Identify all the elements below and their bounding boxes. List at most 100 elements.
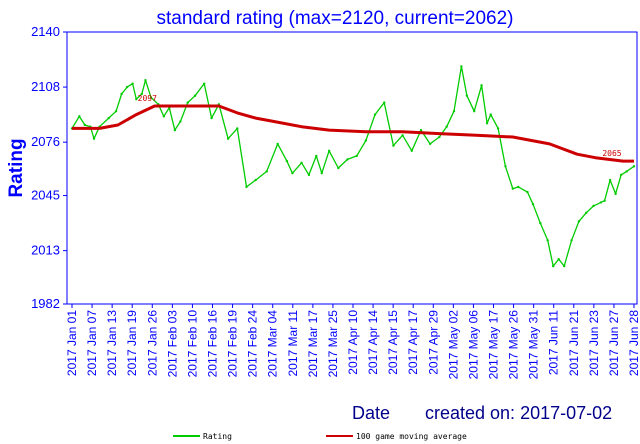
y-tick-label: 2076 — [31, 134, 60, 149]
x-tick-label: 2017 Jan 13 — [105, 310, 119, 376]
legend: Rating 100 game moving average — [173, 432, 467, 441]
x-tick-label: 2017 Apr 29 — [426, 310, 440, 375]
rating-point — [485, 122, 489, 125]
rating-point — [465, 94, 469, 97]
y-tick-label: 2045 — [31, 188, 60, 203]
rating-point — [179, 120, 182, 123]
x-tick-label: 2017 Feb 16 — [206, 310, 220, 378]
value-annotation: 2065 — [602, 149, 621, 158]
rating-point — [315, 154, 318, 158]
x-tick-label: 2017 Feb 03 — [165, 310, 179, 378]
rating-point — [327, 149, 331, 152]
rating-point — [504, 165, 507, 168]
rating-point — [452, 109, 456, 113]
rating-point — [131, 82, 134, 85]
rating-point — [619, 173, 623, 177]
rating-point — [570, 239, 573, 242]
x-tick-label: 2017 Apr 17 — [406, 310, 420, 375]
annotation-layer: 2097 2065 — [138, 94, 622, 158]
x-tick-label: 2017 May 17 — [487, 310, 501, 380]
y-tick-label: 2140 — [31, 24, 60, 39]
rating-point — [445, 125, 448, 128]
rating-point — [373, 113, 377, 116]
rating-point — [236, 127, 239, 130]
rating-point — [383, 101, 386, 104]
x-tick-label: 2017 Jun 21 — [567, 310, 581, 376]
rating-point — [291, 171, 294, 175]
x-tick-label: 2017 May 26 — [507, 310, 521, 380]
y-tick-label: 1982 — [31, 296, 60, 311]
rating-point — [135, 97, 138, 101]
x-axis-label: Date — [352, 403, 390, 423]
x-tick-label: 2017 Apr 10 — [346, 310, 360, 375]
rating-point — [585, 211, 588, 214]
legend-average-label: 100 game moving average — [356, 432, 467, 441]
rating-point — [438, 135, 441, 139]
rating-point — [210, 116, 213, 120]
rating-point — [144, 79, 147, 82]
rating-point — [203, 82, 206, 85]
rating-series-line — [71, 65, 635, 267]
x-tick-label: 2017 Jun 28 — [627, 310, 640, 376]
x-tick-label: 2017 May 02 — [446, 310, 460, 380]
rating-point — [557, 258, 560, 261]
chart-title: standard rating (max=2120, current=2062) — [157, 8, 514, 29]
rating-point — [149, 96, 153, 99]
rating-point — [300, 161, 303, 165]
rating-point — [92, 137, 96, 140]
rating-point — [551, 264, 555, 268]
rating-point — [632, 165, 636, 168]
created-date: created on: 2017-07-02 — [425, 403, 612, 423]
rating-point — [526, 190, 529, 194]
rating-point — [307, 173, 311, 177]
rating-point — [614, 192, 617, 196]
rating-point — [226, 137, 230, 140]
x-tick-label: 2017 Mar 04 — [266, 310, 280, 378]
x-tick-label: 2017 Jun 23 — [587, 310, 601, 376]
rating-point — [603, 199, 606, 202]
rating-point — [162, 115, 166, 118]
rating-point — [428, 142, 432, 146]
rating-point — [599, 201, 603, 204]
rating-point — [120, 92, 123, 96]
x-axis-ticks: 2017 Jan 01 2017 Jan 07 2017 Jan 13 2017 Ja… — [65, 304, 640, 379]
rating-point — [401, 134, 404, 137]
x-tick-label: 2017 Jan 01 — [65, 310, 79, 376]
rating-point — [285, 159, 289, 163]
moving-average-series-line — [72, 104, 634, 163]
y-axis-ticks: 2140 2108 2076 2045 2013 1982 — [31, 24, 67, 311]
rating-point — [577, 220, 581, 223]
x-tick-label: 2017 Feb 10 — [185, 310, 199, 378]
rating-point — [489, 113, 492, 116]
x-tick-label: 2017 Jan 26 — [145, 310, 159, 376]
rating-point — [496, 127, 500, 130]
rating-point — [517, 185, 520, 189]
rating-point — [276, 142, 279, 146]
rating-point — [608, 178, 612, 182]
legend-rating-label: Rating — [203, 432, 232, 441]
rating-point — [480, 84, 483, 87]
rating-point — [337, 166, 340, 170]
rating-point — [546, 239, 549, 242]
rating-point — [563, 264, 566, 268]
rating-point — [539, 221, 542, 225]
rating-point — [83, 123, 87, 127]
rating-point — [346, 158, 349, 161]
rating-point — [592, 204, 595, 208]
rating-point — [460, 65, 463, 68]
x-tick-label: 2017 May 06 — [466, 310, 480, 380]
rating-point — [140, 92, 143, 96]
value-annotation: 2097 — [138, 94, 157, 103]
rating-point — [107, 116, 110, 120]
rating-point — [114, 109, 118, 113]
rating-point — [125, 85, 129, 89]
x-tick-label: 2017 Jun 27 — [607, 310, 621, 376]
x-tick-label: 2017 Apr 15 — [386, 310, 400, 375]
x-tick-label: 2017 Jan 19 — [125, 310, 139, 376]
rating-point — [245, 185, 248, 189]
rating-point — [625, 170, 628, 173]
x-tick-label: 2017 Apr 14 — [366, 310, 380, 375]
rating-point — [186, 101, 189, 104]
rating-point — [193, 94, 197, 97]
